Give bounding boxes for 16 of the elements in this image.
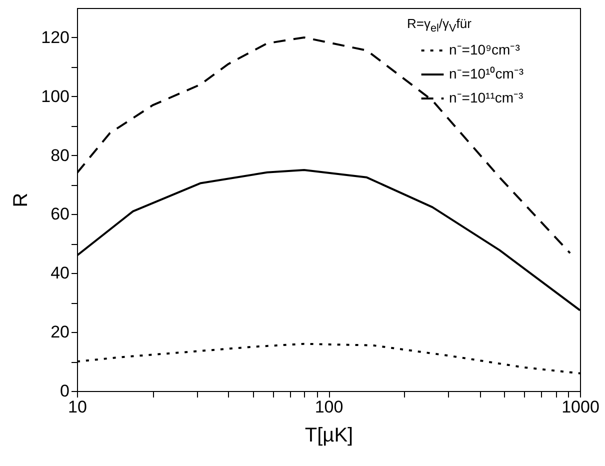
y-tick-label: 80 — [50, 146, 70, 165]
y-axis-title: R — [10, 192, 32, 208]
x-tick-label: 1000 — [562, 398, 600, 416]
y-tick-label: 120 — [41, 28, 70, 47]
legend-label: n⁻=10¹⁰cm⁻³ — [449, 66, 524, 82]
y-tick-label: 60 — [50, 204, 70, 224]
x-tick-label: 100 — [314, 398, 344, 416]
x-axis-title: T[µK] — [304, 424, 354, 446]
y-tick-label: 20 — [50, 322, 70, 342]
y-tick-label: 100 — [41, 86, 70, 106]
legend-title: R=γ$_{el}$/γ$_{V}$für — [407, 16, 472, 35]
x-tick-label: 10 — [68, 398, 87, 416]
y-tick-label: 0 — [60, 382, 70, 400]
legend-label: n⁻=10⁹cm⁻³ — [449, 42, 520, 58]
legend-label: n⁻=10¹¹cm⁻³ — [449, 90, 524, 106]
y-tick-label: 40 — [50, 264, 70, 283]
